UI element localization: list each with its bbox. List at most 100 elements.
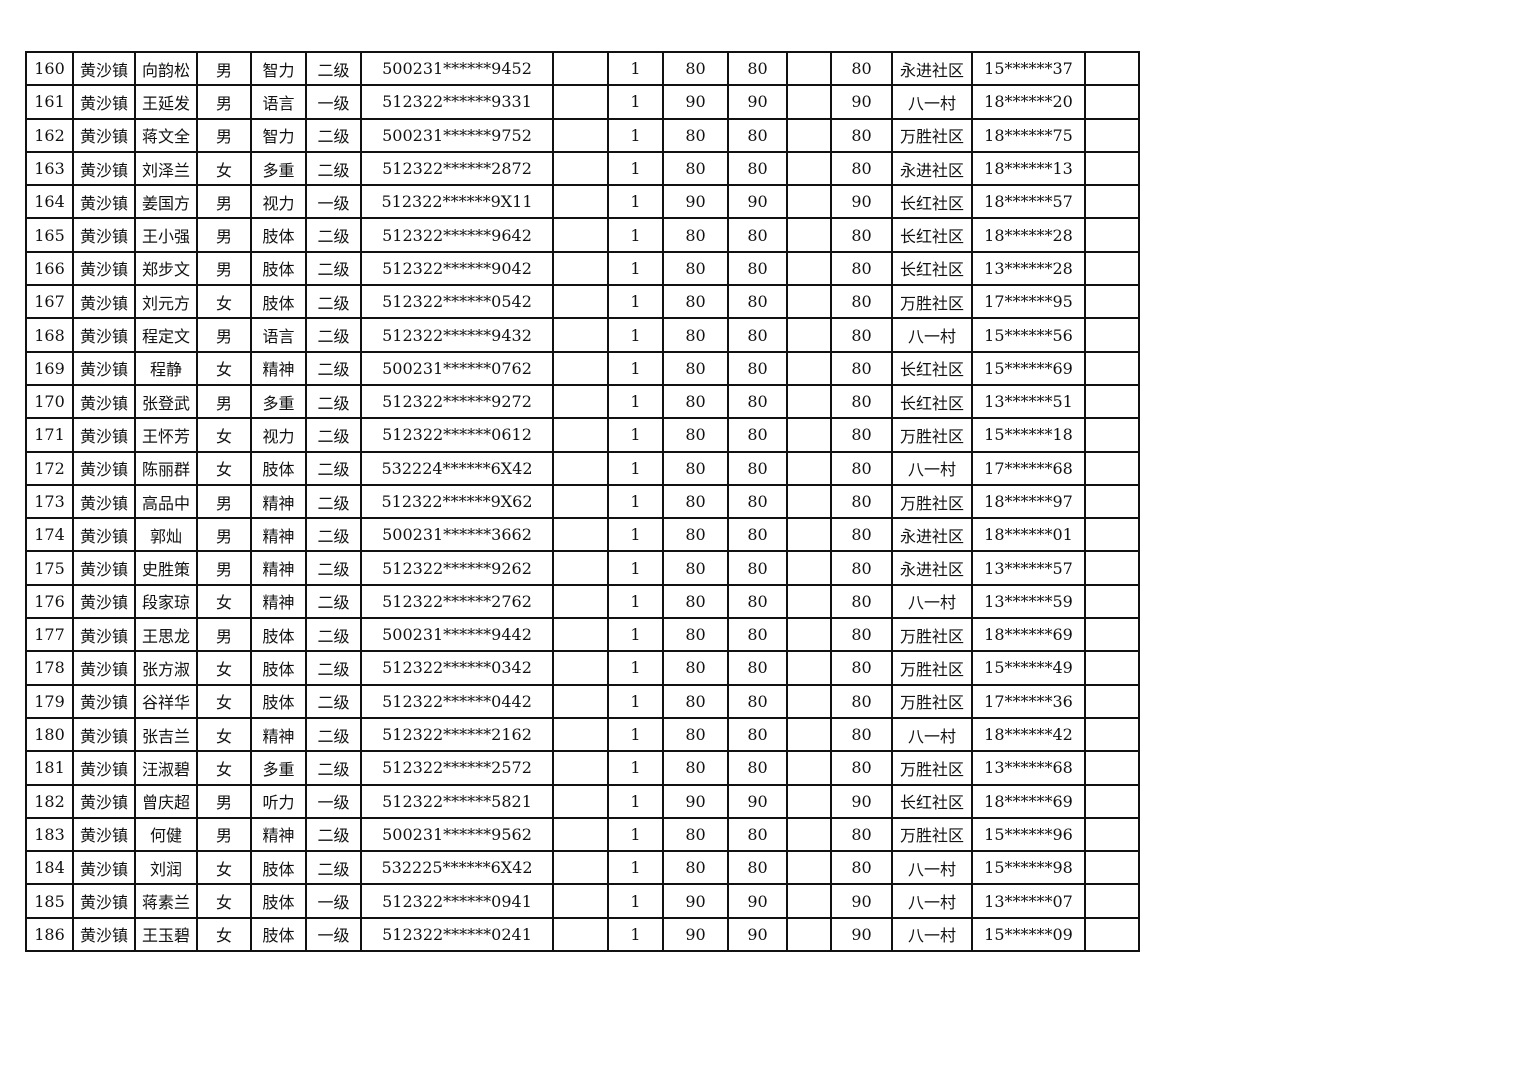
cell-total: 80 <box>830 117 893 153</box>
cell-id-number: 512322******5821 <box>360 783 554 819</box>
cell-disability-type: 精神 <box>250 517 307 553</box>
cell-count: 1 <box>607 250 664 287</box>
cell-community: 八一村 <box>891 317 973 353</box>
cell-name: 张吉兰 <box>134 716 198 753</box>
cell-gender: 男 <box>196 84 252 120</box>
cell-community: 八一村 <box>891 716 973 753</box>
cell-blank-c <box>1084 217 1140 253</box>
cell-id-number: 512322******9X62 <box>360 483 554 520</box>
cell-amount-b: 80 <box>727 50 788 87</box>
cell-amount-a: 80 <box>662 716 729 753</box>
cell-blank-c <box>1084 50 1140 87</box>
cell-phone: 18******28 <box>971 217 1086 253</box>
cell-blank-b <box>786 550 832 586</box>
cell-disability-type: 视力 <box>250 417 307 453</box>
cell-amount-b: 90 <box>727 184 788 220</box>
cell-blank-c <box>1084 716 1140 753</box>
cell-level: 二级 <box>305 217 362 253</box>
cell-blank-a <box>552 750 609 786</box>
cell-level: 二级 <box>305 683 362 719</box>
cell-town: 黄沙镇 <box>72 850 136 886</box>
cell-count: 1 <box>607 50 664 87</box>
cell-total: 90 <box>830 883 893 919</box>
cell-name: 王玉碧 <box>134 916 198 953</box>
cell-phone: 13******68 <box>971 750 1086 786</box>
cell-gender: 男 <box>196 550 252 586</box>
table-row: 179 黄沙镇 谷祥华女肢体 二级 512322******0442 1 80 80 80 万胜社… <box>25 683 1140 719</box>
cell-phone: 15******96 <box>971 816 1086 853</box>
cell-name: 郭灿 <box>134 517 198 553</box>
cell-blank-b <box>786 217 832 253</box>
cell-index: 167 <box>25 284 74 320</box>
cell-disability-type: 多重 <box>250 150 307 187</box>
cell-total: 80 <box>830 850 893 886</box>
cell-amount-b: 80 <box>727 483 788 520</box>
cell-count: 1 <box>607 517 664 553</box>
cell-blank-c <box>1084 317 1140 353</box>
cell-gender: 女 <box>196 150 252 187</box>
cell-town: 黄沙镇 <box>72 117 136 153</box>
cell-disability-type: 智力 <box>250 117 307 153</box>
cell-community: 万胜社区 <box>891 483 973 520</box>
cell-amount-b: 80 <box>727 417 788 453</box>
cell-disability-type: 智力 <box>250 50 307 87</box>
cell-town: 黄沙镇 <box>72 317 136 353</box>
cell-phone: 18******97 <box>971 483 1086 520</box>
cell-amount-a: 90 <box>662 916 729 953</box>
cell-name: 高品中 <box>134 483 198 520</box>
cell-community: 万胜社区 <box>891 117 973 153</box>
cell-index: 186 <box>25 916 74 953</box>
cell-community: 长红社区 <box>891 350 973 386</box>
cell-amount-a: 80 <box>662 650 729 686</box>
cell-phone: 15******56 <box>971 317 1086 353</box>
cell-blank-b <box>786 483 832 520</box>
cell-id-number: 512322******9432 <box>360 317 554 353</box>
cell-id-number: 512322******2572 <box>360 750 554 786</box>
cell-level: 一级 <box>305 184 362 220</box>
cell-level: 一级 <box>305 783 362 819</box>
cell-level: 二级 <box>305 550 362 586</box>
cell-blank-b <box>786 583 832 620</box>
cell-gender: 女 <box>196 683 252 719</box>
cell-level: 二级 <box>305 50 362 87</box>
cell-town: 黄沙镇 <box>72 250 136 287</box>
cell-gender: 男 <box>196 250 252 287</box>
table-row: 161 黄沙镇 王延发男语言 一级 512322******9331 1 90 90 90 八一村… <box>25 84 1140 120</box>
cell-name: 刘润 <box>134 850 198 886</box>
cell-disability-type: 肢体 <box>250 250 307 287</box>
cell-gender: 女 <box>196 650 252 686</box>
cell-id-number: 532225******6X42 <box>360 850 554 886</box>
cell-community: 万胜社区 <box>891 617 973 653</box>
cell-level: 二级 <box>305 583 362 620</box>
cell-level: 一级 <box>305 916 362 953</box>
cell-gender: 男 <box>196 217 252 253</box>
cell-total: 80 <box>830 517 893 553</box>
cell-gender: 女 <box>196 350 252 386</box>
cell-amount-a: 90 <box>662 783 729 819</box>
cell-id-number: 512322******0342 <box>360 650 554 686</box>
cell-town: 黄沙镇 <box>72 417 136 453</box>
cell-total: 80 <box>830 683 893 719</box>
cell-name: 向韵松 <box>134 50 198 87</box>
cell-count: 1 <box>607 617 664 653</box>
cell-phone: 18******42 <box>971 716 1086 753</box>
cell-town: 黄沙镇 <box>72 883 136 919</box>
cell-disability-type: 肢体 <box>250 850 307 886</box>
cell-blank-b <box>786 517 832 553</box>
cell-amount-b: 90 <box>727 84 788 120</box>
cell-phone: 18******57 <box>971 184 1086 220</box>
cell-community: 八一村 <box>891 883 973 919</box>
table-row: 173 黄沙镇 高品中男精神 二级 512322******9X62 1 80 80 80 万胜社… <box>25 483 1140 520</box>
cell-name: 蒋素兰 <box>134 883 198 919</box>
cell-disability-type: 精神 <box>250 583 307 620</box>
cell-blank-b <box>786 350 832 386</box>
cell-total: 80 <box>830 317 893 353</box>
cell-count: 1 <box>607 583 664 620</box>
cell-gender: 男 <box>196 317 252 353</box>
table-row: 180 黄沙镇 张吉兰女精神 二级 512322******2162 1 80 80 80 八一村… <box>25 716 1140 753</box>
cell-phone: 18******13 <box>971 150 1086 187</box>
cell-name: 张登武 <box>134 383 198 420</box>
cell-index: 171 <box>25 417 74 453</box>
cell-town: 黄沙镇 <box>72 683 136 719</box>
cell-community: 万胜社区 <box>891 417 973 453</box>
